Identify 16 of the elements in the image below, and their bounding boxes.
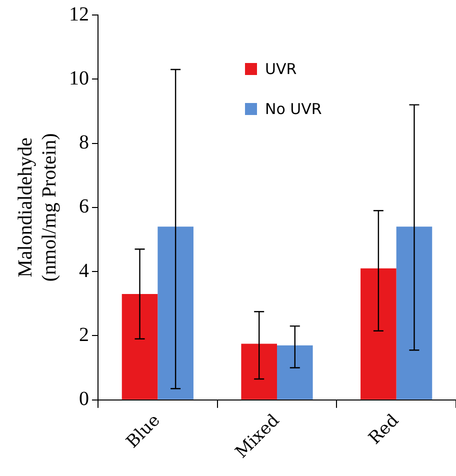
y-tick-label: 6: [79, 196, 89, 218]
bar: [396, 226, 432, 400]
bar: [122, 294, 158, 400]
bar: [277, 345, 313, 400]
y-tick-label: 8: [79, 132, 89, 154]
bar: [360, 268, 396, 400]
legend-label: UVR: [265, 60, 297, 78]
y-tick-label: 0: [79, 388, 89, 410]
y-tick-label: 12: [69, 3, 89, 26]
y-tick-label: 4: [79, 260, 89, 282]
y-tick-label: 10: [69, 67, 89, 90]
legend-label: No UVR: [265, 100, 322, 118]
bar: [158, 226, 194, 400]
y-axis-title: Malondialdehyde (nmol/mg Protein): [14, 133, 60, 282]
bar: [241, 344, 277, 400]
y-tick-label: 2: [79, 324, 89, 346]
